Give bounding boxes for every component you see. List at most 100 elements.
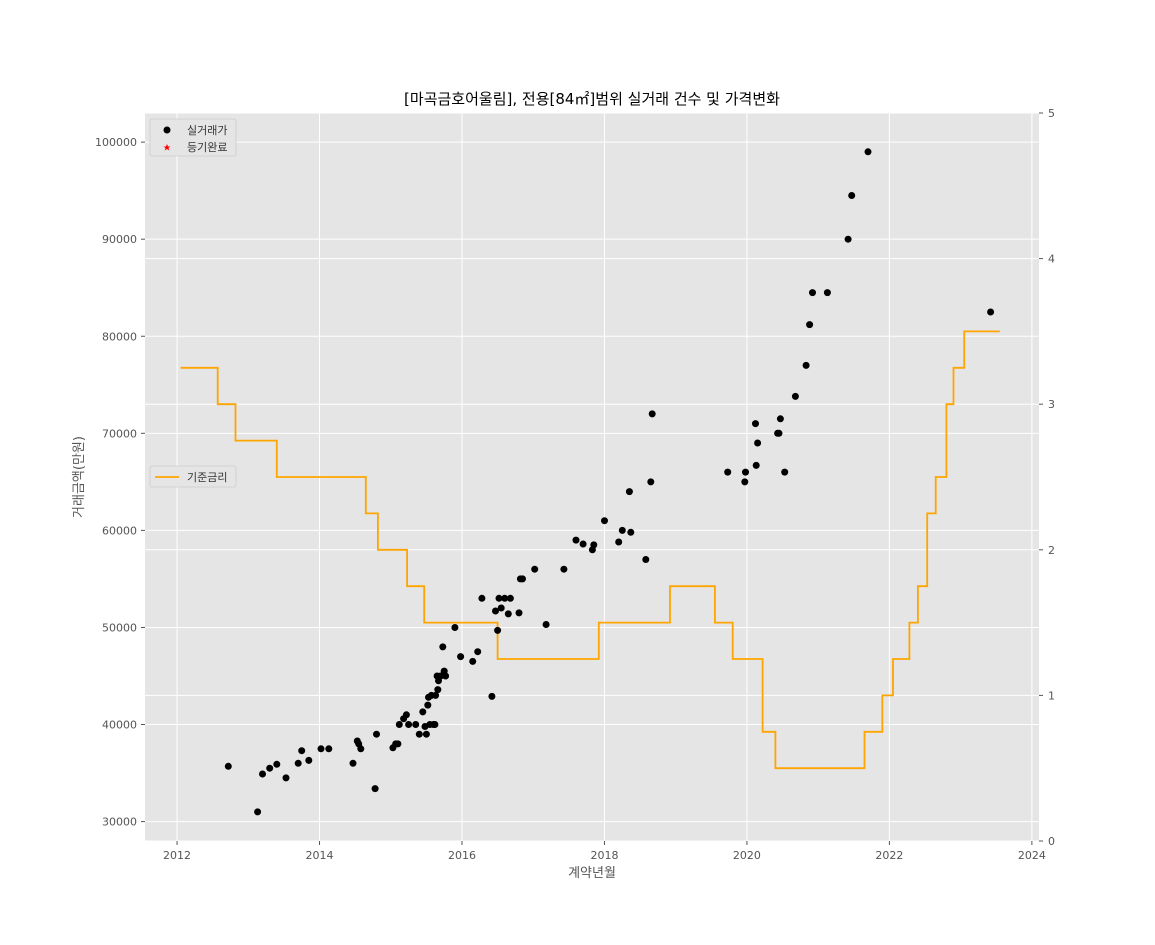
y-tick-label: 30000 [102, 816, 137, 829]
price-point [791, 392, 799, 400]
price-point [259, 770, 266, 778]
price-point [474, 648, 482, 656]
price-point [282, 774, 290, 782]
price-point [488, 692, 496, 700]
y-tick-label: 80000 [102, 330, 137, 343]
price-point [506, 594, 514, 602]
price-point [590, 541, 598, 549]
x-tick-label: 2020 [733, 849, 761, 862]
price-point [254, 808, 262, 816]
price-point [434, 686, 442, 694]
price-point [273, 760, 281, 768]
price-point [266, 764, 274, 772]
legend-rate-label: 기준금리 [187, 471, 227, 484]
price-point [579, 540, 587, 548]
x-axis-ticks: 2012 2014 2016 2018 2020 2022 2024 [163, 841, 1046, 862]
price-point [432, 691, 440, 699]
legend-price-label: 실거래가 [187, 124, 227, 137]
price-point [437, 672, 445, 680]
y2-tick-label: 3 [1048, 398, 1055, 411]
price-point [415, 730, 423, 738]
price-point [478, 594, 486, 602]
y-tick-label: 70000 [102, 427, 137, 440]
price-point [742, 468, 749, 476]
price-point [775, 429, 783, 437]
price-point [457, 653, 465, 661]
x-tick-label: 2014 [306, 849, 334, 862]
price-point [741, 478, 749, 486]
price-point [325, 745, 333, 753]
y-tick-label: 40000 [102, 719, 137, 732]
price-point [504, 610, 512, 618]
price-point [754, 439, 762, 447]
price-point [402, 711, 410, 719]
chart-title: [마곡금호어울림], 전용[84㎡]범위 실거래 건수 및 가격변화 [404, 90, 780, 108]
price-point [451, 624, 459, 631]
price-point [615, 538, 623, 546]
price-point [848, 192, 856, 199]
y2-tick-label: 5 [1048, 107, 1055, 120]
price-point [987, 308, 995, 316]
y-tick-label: 100000 [95, 136, 137, 149]
price-point [752, 420, 759, 428]
price-point [419, 708, 427, 716]
price-point [560, 565, 568, 573]
x-tick-label: 2024 [1018, 849, 1046, 862]
y2-tick-label: 4 [1048, 253, 1055, 266]
y2-tick-label: 0 [1048, 835, 1055, 848]
y-tick-label: 90000 [102, 233, 137, 246]
price-point [542, 621, 550, 628]
price-point [442, 672, 450, 680]
legend-price: 실거래가 등기완료 [149, 118, 237, 157]
price-point [724, 468, 732, 476]
price-point [618, 526, 626, 534]
price-point [531, 565, 539, 573]
y2-tick-label: 2 [1048, 544, 1055, 557]
price-point [317, 745, 325, 753]
price-point [373, 730, 380, 738]
price-point [806, 321, 814, 329]
price-point [844, 235, 852, 243]
price-point [439, 643, 447, 651]
price-point [625, 488, 633, 496]
y-tick-label: 50000 [102, 621, 137, 634]
price-point [371, 785, 379, 793]
price-point [305, 756, 313, 764]
rate-series [180, 330, 1000, 770]
gridlines [145, 112, 1039, 842]
price-point [752, 461, 760, 469]
price-point [294, 759, 302, 767]
y2-tick-label: 1 [1048, 689, 1055, 702]
price-point [495, 594, 503, 602]
price-point [405, 721, 413, 728]
price-point [627, 528, 635, 536]
price-point [224, 762, 232, 770]
rate-step-line [180, 330, 1000, 770]
price-point [781, 468, 789, 476]
price-point [648, 410, 656, 418]
y-axis-label: 거래금액(만원) [72, 436, 87, 518]
price-point [422, 730, 430, 738]
legend-price-marker [163, 126, 171, 134]
price-point [647, 478, 655, 486]
price-point [501, 594, 509, 602]
price-point [298, 747, 306, 755]
x-tick-label: 2016 [448, 849, 476, 862]
y-axis-ticks: 30000 40000 50000 60000 70000 80000 90000 10000… [95, 136, 145, 829]
y-tick-label: 60000 [102, 524, 137, 537]
price-point [431, 721, 439, 728]
price-point [519, 575, 526, 583]
price-point [601, 517, 608, 525]
legend-registered-marker [163, 144, 171, 151]
legend-rate-box [149, 465, 237, 488]
price-point [412, 721, 420, 728]
price-point [395, 721, 403, 728]
price-series [224, 148, 995, 816]
legend-registered-label: 등기완료 [187, 141, 227, 154]
legend-rate: 기준금리 [149, 465, 237, 488]
price-point [776, 415, 784, 423]
price-point [497, 604, 505, 612]
x-tick-label: 2018 [590, 849, 618, 862]
legend-price-box [149, 118, 237, 157]
